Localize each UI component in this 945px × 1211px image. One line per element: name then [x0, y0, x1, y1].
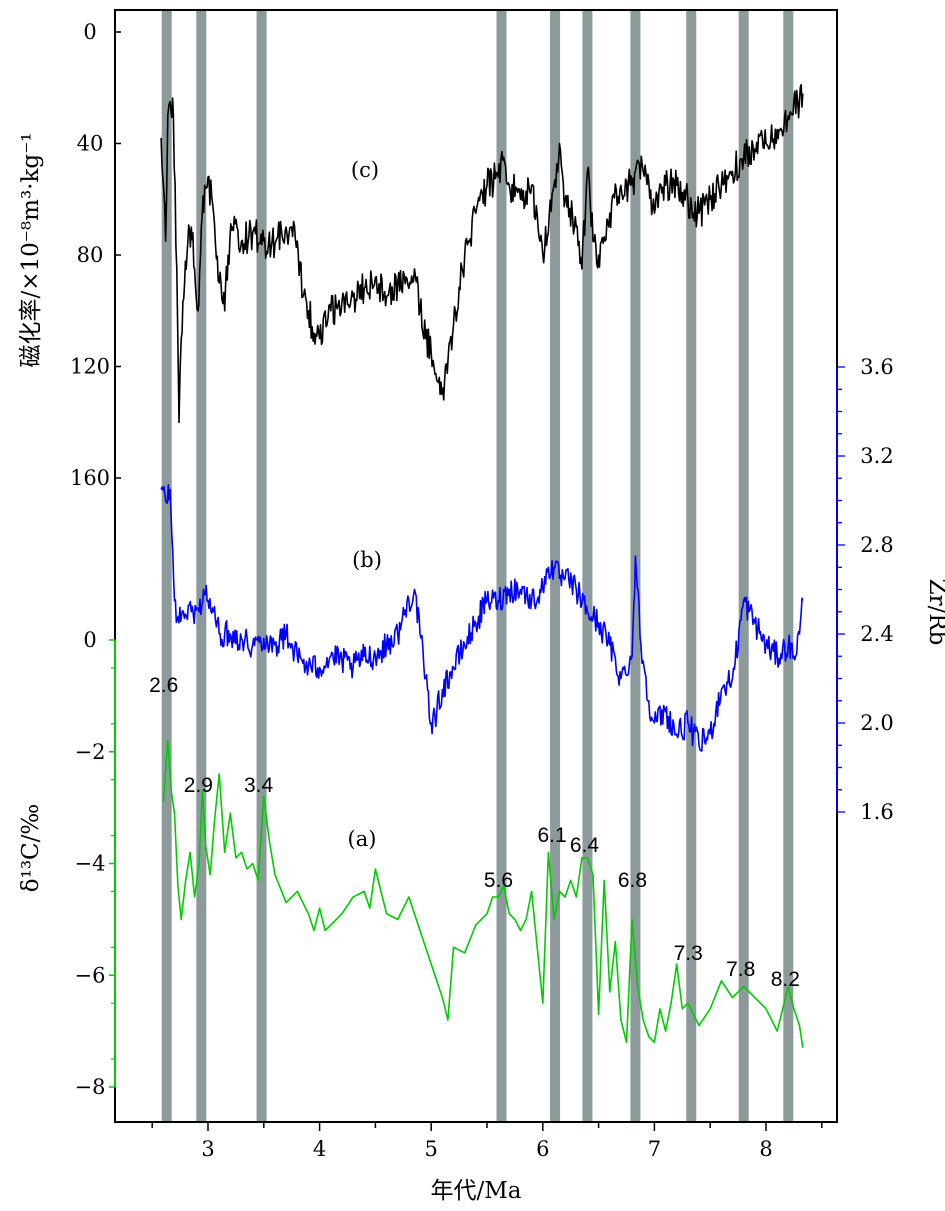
y-left-top-tick-label: 0 [83, 20, 96, 44]
highlight-band [496, 11, 507, 1121]
x-tick-label: 3 [201, 1137, 214, 1161]
y-left-bottom-tick-label: −8 [75, 1075, 106, 1099]
band-label: 2.6 [149, 674, 178, 697]
highlight-band [196, 11, 207, 1121]
y-right-tick-label: 3.2 [860, 444, 893, 468]
x-tick-label: 4 [313, 1137, 326, 1161]
y-axis-title-delta13c: δ¹³C/‰ [18, 804, 44, 893]
y-left-bottom-tick-label: 0 [83, 628, 96, 652]
series-line-c [160, 83, 804, 424]
x-tick-label: 5 [425, 1137, 438, 1161]
series-line-b [160, 484, 804, 752]
band-label: 7.8 [726, 958, 755, 981]
y-axis-title-zr-rb: Zr/Rb [924, 579, 945, 646]
highlight-band [256, 11, 267, 1121]
band-label: 8.2 [771, 968, 800, 991]
band-label: 6.8 [618, 869, 647, 892]
highlight-band [161, 11, 172, 1121]
y-left-top-tick-label: 120 [70, 355, 110, 379]
highlight-band [582, 11, 593, 1121]
y-left-top-tick-label: 80 [77, 243, 104, 267]
band-label: 6.1 [537, 824, 566, 847]
band-label: 3.4 [244, 774, 274, 797]
y-right-tick-label: 3.6 [860, 355, 893, 379]
highlight-band [686, 11, 697, 1121]
series-layer [160, 83, 804, 1049]
y-axis-zr-rb: 1.6 2.0 2.4 2.8 3.2 3.6 [836, 355, 894, 824]
y-left-top-tick-label: 160 [70, 466, 110, 490]
x-tick-label: 7 [648, 1137, 661, 1161]
highlight-band [738, 11, 749, 1121]
band-labels: 2.6 2.9 3.4 5.6 6.1 6.4 6.8 7.3 7.8 8.2 [149, 674, 800, 991]
y-right-tick-label: 2.4 [860, 622, 893, 646]
y-left-bottom-tick-label: −6 [75, 963, 106, 987]
panel-label-b: (b) [352, 548, 382, 572]
band-label: 2.9 [184, 774, 213, 797]
x-axis-title: 年代/Ma [430, 1178, 521, 1204]
highlight-band [783, 11, 794, 1121]
y-right-tick-label: 1.6 [860, 800, 893, 824]
band-label: 6.4 [570, 834, 600, 857]
y-left-bottom-tick-label: −2 [75, 740, 106, 764]
x-tick-label: 6 [536, 1137, 549, 1161]
y-axis-title-susceptibility: 磁化率/×10⁻⁸m³·kg⁻¹ [18, 132, 44, 367]
series-line-a [162, 739, 804, 1049]
y-axis-delta13c: 0 −2 −4 −6 −8 [75, 628, 116, 1099]
panel-label-a: (a) [348, 827, 377, 851]
y-axis-susceptibility: 0 40 80 120 160 [70, 20, 121, 490]
panel-label-c: (c) [351, 158, 379, 182]
band-label: 5.6 [484, 869, 513, 892]
y-right-tick-label: 2.0 [860, 711, 893, 735]
x-tick-label: 8 [759, 1137, 772, 1161]
y-left-top-tick-label: 40 [77, 132, 104, 156]
y-right-tick-label: 2.8 [860, 533, 893, 557]
band-label: 7.3 [674, 942, 703, 965]
x-axis: 3 4 5 6 7 8 [151, 1122, 823, 1161]
y-left-bottom-tick-label: −4 [75, 852, 106, 876]
